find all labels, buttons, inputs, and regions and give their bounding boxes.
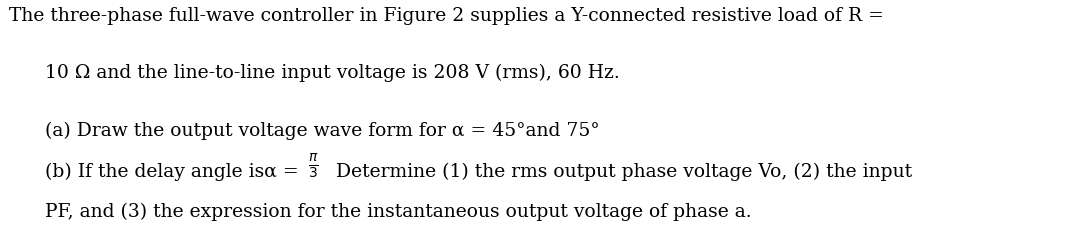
Text: PF, and (3) the expression for the instantaneous output voltage of phase a.: PF, and (3) the expression for the insta… (45, 202, 752, 220)
Text: Determine (1) the rms output phase voltage Vo, (2) the input: Determine (1) the rms output phase volta… (336, 162, 913, 181)
Text: $\frac{\pi}{3}$: $\frac{\pi}{3}$ (308, 152, 319, 180)
Text: (a) Draw the output voltage wave form for α = 45°and 75°: (a) Draw the output voltage wave form fo… (45, 122, 600, 140)
Text: (b) If the delay angle isα =: (b) If the delay angle isα = (45, 162, 305, 181)
Text: The three-phase full-wave controller in Figure 2 supplies a Y-connected resistiv: The three-phase full-wave controller in … (9, 7, 883, 25)
Text: 10 Ω and the line-to-line input voltage is 208 V (rms), 60 Hz.: 10 Ω and the line-to-line input voltage … (45, 63, 620, 81)
